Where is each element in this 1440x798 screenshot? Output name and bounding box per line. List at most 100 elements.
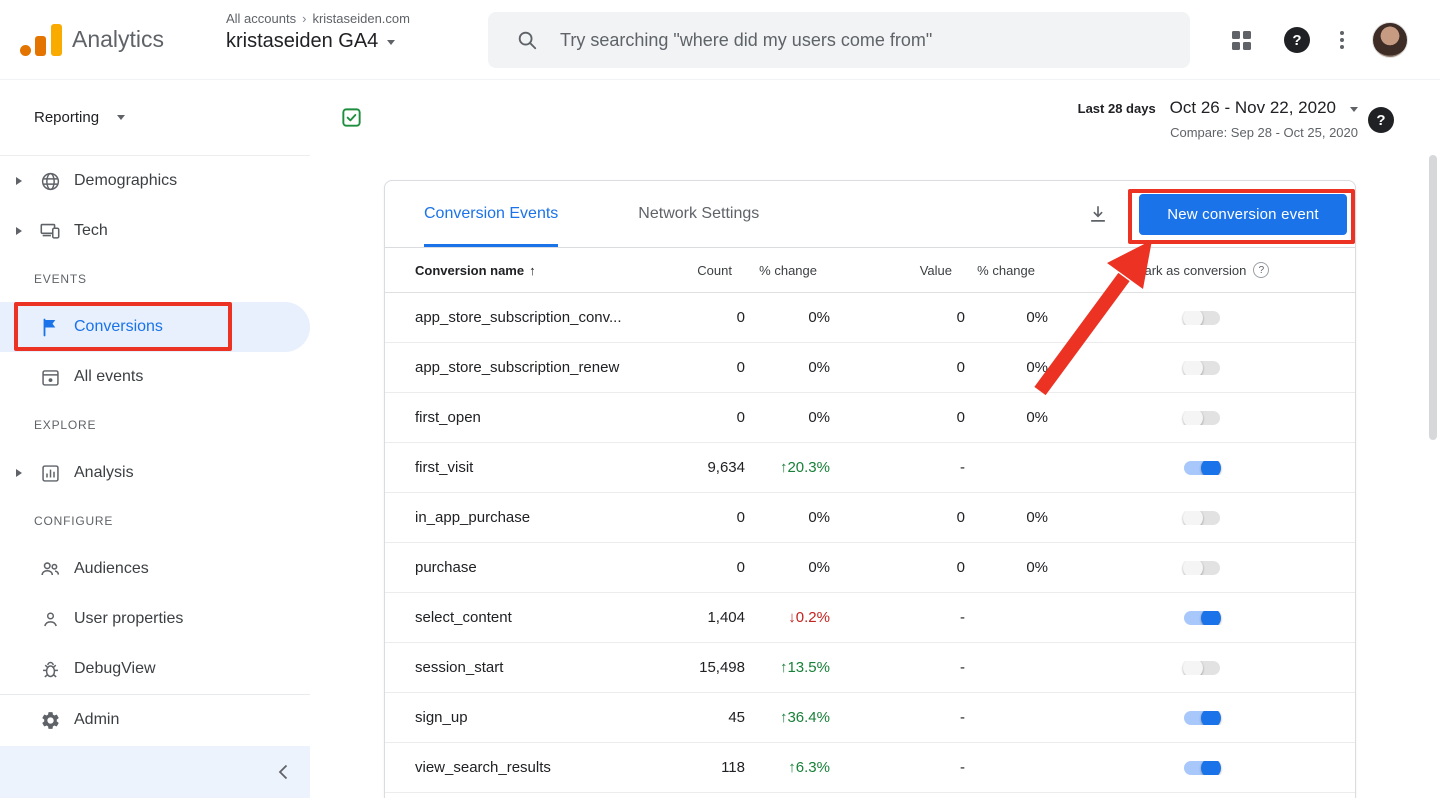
table-row: app_store_subscription_renew 0 0% 0 0% <box>385 343 1355 393</box>
chevron-down-icon <box>1350 107 1358 112</box>
new-conversion-event-button[interactable]: New conversion event <box>1139 194 1347 235</box>
expand-arrow-icon[interactable] <box>16 227 38 235</box>
sidebar-item-label: Admin <box>74 711 119 729</box>
value-change-cell: 0% <box>965 509 1048 526</box>
tab-conversion-events[interactable]: Conversion Events <box>424 181 558 247</box>
scrollbar-thumb[interactable] <box>1429 155 1437 440</box>
mark-as-conversion-toggle[interactable] <box>1184 511 1220 525</box>
table-row: select_content 1,404 0.2% - <box>385 593 1355 643</box>
apps-grid-icon[interactable] <box>1232 31 1251 50</box>
sidebar-item-label: Conversions <box>74 318 163 336</box>
mark-as-conversion-toggle[interactable] <box>1184 761 1220 775</box>
google-analytics-logo[interactable]: Analytics <box>0 24 164 56</box>
devices-icon <box>38 219 62 243</box>
value-cell: - <box>830 459 965 476</box>
card-toolbar: Conversion Events Network Settings New c… <box>385 181 1355 248</box>
sidebar-item-conversions[interactable]: Conversions <box>0 302 310 352</box>
more-options-icon[interactable] <box>1336 27 1348 53</box>
expand-arrow-icon[interactable] <box>16 469 38 477</box>
mark-as-conversion-toggle[interactable] <box>1184 561 1220 575</box>
column-count[interactable]: Count <box>665 263 745 278</box>
conversion-name-cell: app_store_subscription_conv... <box>415 309 665 326</box>
column-value[interactable]: Value <box>830 263 965 278</box>
sidebar-item-demographics[interactable]: Demographics <box>0 156 310 206</box>
mark-as-conversion-toggle[interactable] <box>1184 611 1220 625</box>
breadcrumb-site[interactable]: kristaseiden.com <box>312 11 410 26</box>
tab-network-settings[interactable]: Network Settings <box>638 181 759 247</box>
sidebar-item-tech[interactable]: Tech <box>0 206 310 256</box>
count-cell: 0 <box>665 359 745 376</box>
chevron-down-icon <box>117 115 125 120</box>
help-icon[interactable]: ? <box>1253 262 1269 278</box>
conversion-name-cell: in_app_purchase <box>415 509 665 526</box>
mark-as-conversion-toggle[interactable] <box>1184 311 1220 325</box>
conversion-name-cell: view_search_results <box>415 759 665 776</box>
table-row: app_store_subscription_conv... 0 0% 0 0% <box>385 293 1355 343</box>
app-header: Analytics All accounts › kristaseiden.co… <box>0 0 1440 80</box>
date-compare: Compare: Sep 28 - Oct 25, 2020 <box>1078 125 1358 140</box>
conversion-name-cell: first_open <box>415 409 665 426</box>
value-cell: - <box>830 659 965 676</box>
sidebar-item-audiences[interactable]: Audiences <box>0 544 310 594</box>
sidebar-item-label: User properties <box>74 610 183 628</box>
table-body: app_store_subscription_conv... 0 0% 0 0%… <box>385 293 1355 793</box>
column-count-change[interactable]: % change <box>745 263 830 278</box>
gear-icon <box>38 708 62 732</box>
count-cell: 15,498 <box>665 659 745 676</box>
audiences-icon <box>38 557 62 581</box>
property-selector[interactable]: kristaseiden GA4 <box>226 30 410 53</box>
app-name: Analytics <box>72 26 164 53</box>
user-avatar[interactable] <box>1372 22 1408 58</box>
count-cell: 118 <box>665 759 745 776</box>
sidebar-item-label: All events <box>74 368 143 386</box>
table-row: in_app_purchase 0 0% 0 0% <box>385 493 1355 543</box>
download-icon[interactable] <box>1087 203 1109 225</box>
table-row: sign_up 45 36.4% - <box>385 693 1355 743</box>
value-cell: 0 <box>830 559 965 576</box>
column-mark-as-conversion: Mark as conversion ? <box>1048 262 1355 278</box>
count-cell: 0 <box>665 509 745 526</box>
column-conversion-name[interactable]: Conversion name ↑ <box>415 263 665 278</box>
sidebar-item-label: Analysis <box>74 464 134 482</box>
value-cell: 0 <box>830 359 965 376</box>
reporting-selector[interactable]: Reporting <box>0 80 310 156</box>
sidebar-item-all-events[interactable]: All events <box>0 352 310 402</box>
sidebar-item-user-properties[interactable]: User properties <box>0 594 310 644</box>
conversion-name-cell: session_start <box>415 659 665 676</box>
sidebar-item-admin[interactable]: Admin <box>0 695 310 745</box>
conversion-name-cell: select_content <box>415 609 665 626</box>
chevron-down-icon <box>387 40 395 45</box>
mark-as-conversion-toggle[interactable] <box>1184 661 1220 675</box>
mark-as-conversion-toggle[interactable] <box>1184 461 1220 475</box>
mark-as-conversion-toggle[interactable] <box>1184 361 1220 375</box>
value-cell: - <box>830 709 965 726</box>
collapse-sidebar-icon[interactable] <box>272 760 296 784</box>
mark-as-conversion-toggle[interactable] <box>1184 411 1220 425</box>
toggle-knob <box>1201 711 1221 725</box>
help-icon[interactable]: ? <box>1368 107 1394 133</box>
toggle-knob <box>1201 761 1221 775</box>
flag-icon <box>38 315 62 339</box>
reporting-label: Reporting <box>34 109 99 126</box>
toggle-knob <box>1183 561 1203 575</box>
sidebar-item-label: Tech <box>74 222 108 240</box>
count-change-cell: 0% <box>745 309 830 326</box>
search-input[interactable] <box>560 30 1160 51</box>
count-change-cell: 20.3% <box>745 459 830 476</box>
table-row: first_open 0 0% 0 0% <box>385 393 1355 443</box>
count-change-cell: 0% <box>745 509 830 526</box>
help-icon[interactable]: ? <box>1284 27 1310 53</box>
sidebar-item-label: DebugView <box>74 660 156 678</box>
section-label-explore: EXPLORE <box>0 402 310 448</box>
value-change-cell: 0% <box>965 309 1048 326</box>
date-range-selector[interactable]: Last 28 days Oct 26 - Nov 22, 2020 <box>1078 98 1358 118</box>
expand-arrow-icon[interactable] <box>16 177 38 185</box>
data-status-check-icon[interactable] <box>340 106 363 129</box>
sidebar-item-analysis[interactable]: Analysis <box>0 448 310 498</box>
column-value-change[interactable]: % change <box>965 263 1048 278</box>
section-label-events: EVENTS <box>0 256 310 302</box>
breadcrumb-all-accounts[interactable]: All accounts <box>226 11 296 26</box>
sidebar-item-debugview[interactable]: DebugView <box>0 644 310 694</box>
mark-as-conversion-toggle[interactable] <box>1184 711 1220 725</box>
search-bar[interactable] <box>488 12 1190 68</box>
